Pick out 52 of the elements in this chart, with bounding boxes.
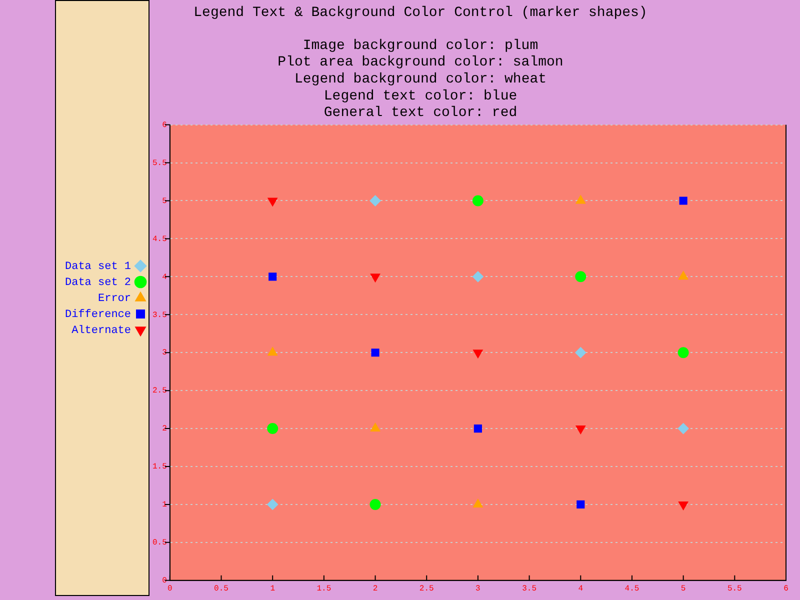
x-tick-label: 1 [270, 584, 276, 594]
y-tick-label: 1 [162, 500, 168, 510]
point [267, 423, 278, 434]
point [268, 347, 278, 356]
point [678, 347, 689, 358]
legend-label: Data set 1 [64, 260, 132, 273]
point [370, 498, 381, 510]
chart-subtitle: Image background color: plum Plot area background color: salmon Legend background color: wheat Legend text color: blue General text color: red [278, 38, 564, 122]
point [473, 498, 483, 508]
point [370, 274, 380, 282]
x-tick-label: 3 [476, 584, 481, 594]
x-tick-label: 6 [784, 584, 789, 594]
point [370, 195, 381, 206]
y-tick-label: 0.5 [152, 538, 168, 548]
legend-label: Alternate [72, 324, 132, 337]
point [678, 423, 689, 434]
point [576, 500, 585, 508]
y-tick-label: 2 [162, 424, 168, 434]
chart-title: Legend Text & Background Color Control (marker shapes) [194, 5, 648, 22]
x-tick-label: 2 [372, 584, 378, 594]
point [473, 350, 483, 358]
point [576, 426, 586, 434]
y-tick-label: 0 [162, 576, 168, 586]
y-tick-label: 4.5 [152, 234, 168, 244]
y-tick-label: 5.5 [152, 158, 168, 168]
x-tick-label: 5 [680, 584, 686, 594]
point [370, 423, 380, 432]
point [474, 424, 482, 433]
point [678, 501, 688, 510]
point [679, 196, 688, 205]
point [472, 271, 484, 282]
point [267, 498, 278, 510]
y-tick-label: 3.5 [152, 310, 168, 320]
point [268, 198, 278, 206]
x-tick-label: 1.5 [316, 584, 332, 594]
legend-label: Error [98, 292, 132, 305]
y-tick-label: 2.5 [152, 386, 168, 396]
point [268, 272, 277, 281]
legend-label: Difference [64, 308, 132, 321]
point [371, 348, 380, 357]
point [472, 195, 484, 206]
point [575, 271, 586, 282]
x-tick-label: 5.5 [727, 584, 742, 594]
point [575, 347, 586, 358]
x-tick-label: 4 [578, 584, 584, 594]
point [678, 271, 688, 280]
x-tick-label: 3.5 [522, 584, 537, 594]
point [576, 195, 586, 204]
x-tick-label: 2.5 [419, 584, 434, 594]
x-tick-label: 4.5 [624, 584, 640, 594]
x-tick-label: 0.5 [214, 584, 229, 594]
legend-label: Data set 2 [64, 276, 132, 289]
